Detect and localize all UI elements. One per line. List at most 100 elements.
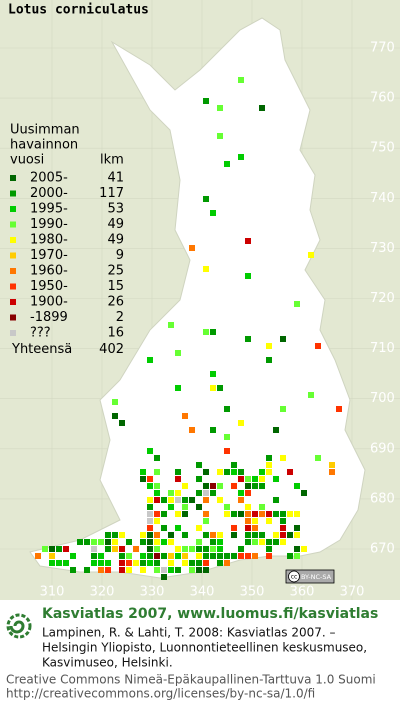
observation-square [273,476,279,482]
observation-square [245,476,251,482]
observation-square [147,539,153,545]
legend-swatch [10,175,16,181]
observation-square [126,553,132,559]
observation-square [112,546,118,552]
observation-square [238,511,244,517]
legend-swatch [10,206,16,212]
observation-square [280,525,286,531]
observation-square [91,546,97,552]
observation-square [154,546,160,552]
observation-square [294,511,300,517]
observation-square [217,560,223,566]
observation-square [168,539,174,545]
observation-square [196,462,202,468]
observation-square [175,546,181,552]
observation-square [154,560,160,566]
observation-square [161,525,167,531]
legend-heading: Uusimman [10,123,80,138]
badge-cc: cc [291,574,298,581]
observation-square [182,504,188,510]
legend-count: 49 [107,217,124,232]
legend-swatch [10,330,16,336]
observation-square [147,546,153,552]
observation-square [49,560,55,566]
observation-square [140,553,146,559]
observation-square [210,539,216,545]
observation-square [140,476,146,482]
observation-square [140,532,146,538]
observation-square [231,511,237,517]
observation-square [147,525,153,531]
observation-square [252,476,258,482]
observation-square [259,469,265,475]
observation-square [210,210,216,216]
observation-square [147,553,153,559]
observation-square [168,567,174,573]
legend-swatch [10,221,16,228]
legend-count: 9 [116,248,124,263]
x-label: 340 [190,585,215,600]
observation-square [203,196,209,202]
observation-square [70,567,76,573]
observation-square [210,553,216,559]
y-label: 690 [370,441,395,456]
observation-square [35,553,41,559]
observation-square [217,483,223,489]
observation-square [238,154,244,160]
observation-square [217,105,223,111]
observation-square [210,546,216,552]
observation-square [154,483,160,489]
license-line: http://creativecommons.org/licenses/by-n… [6,687,315,701]
legend-label: 1950- [30,279,68,294]
observation-square [161,497,167,503]
observation-square [196,504,202,510]
observation-square [91,539,97,545]
observation-square [231,553,237,559]
observation-square [259,476,265,482]
observation-square [140,539,146,545]
observation-square [238,420,244,426]
legend-heading: vuosi [10,153,44,168]
observation-square [259,511,265,517]
observation-square [91,560,97,566]
license-line: Creative Commons Nimeä-Epäkaupallinen-Ta… [6,673,376,687]
observation-square [126,560,132,566]
observation-square [70,553,76,559]
legend-swatch [10,283,16,290]
legend-label: 2005- [30,171,68,186]
observation-square [273,532,279,538]
legend-count: 117 [99,186,124,201]
footer-title: Kasviatlas 2007, www.luomus.fi/kasviatla… [42,606,378,622]
observation-square [133,560,139,566]
legend-label: 1995- [30,202,68,217]
observation-square [147,511,153,517]
observation-square [56,560,62,566]
observation-square [252,532,258,538]
observation-square [84,539,90,545]
observation-square [147,448,153,454]
observation-square [203,511,209,517]
observation-square [140,469,146,475]
observation-square [105,567,111,573]
observation-square [175,350,181,356]
observation-square [252,511,258,517]
observation-square [147,518,153,524]
observation-square [168,490,174,496]
observation-square [126,539,132,545]
observation-square [189,567,195,573]
observation-square [231,483,237,489]
legend-count: 16 [107,326,124,341]
y-label: 730 [370,241,395,256]
legend-swatch [10,237,16,243]
observation-square [147,504,153,510]
observation-square [315,343,321,349]
observation-square [105,539,111,545]
observation-square [133,546,139,552]
observation-square [203,560,209,566]
observation-square [147,357,153,363]
observation-square [224,560,230,566]
observation-square [203,266,209,272]
observation-square [189,497,195,503]
observation-square [203,567,209,573]
